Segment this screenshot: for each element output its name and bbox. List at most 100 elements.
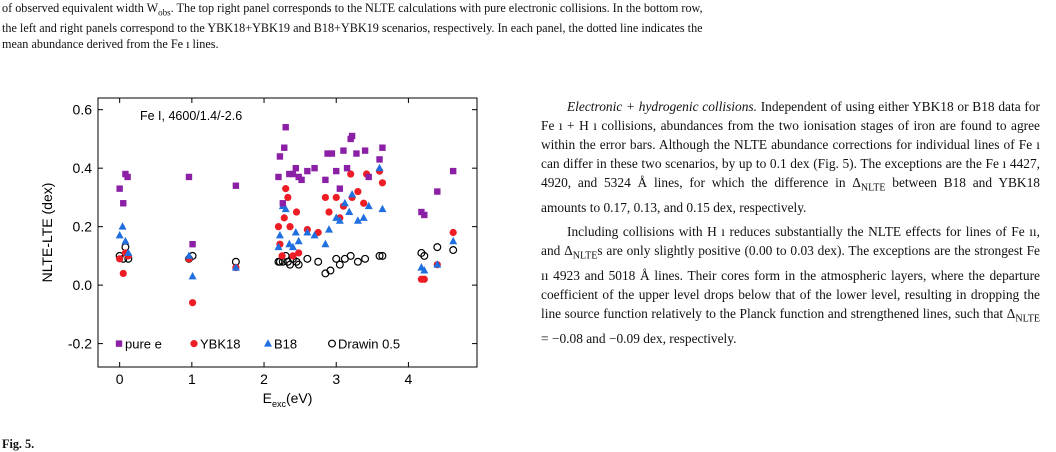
data-point-ybk18 xyxy=(360,199,368,207)
data-point-drawin-0-5 xyxy=(294,260,303,269)
data-point-pure-e xyxy=(340,147,347,154)
legend-marker-drawin-0-5 xyxy=(328,339,337,348)
data-point-b18 xyxy=(188,271,197,280)
legend-marker-b18 xyxy=(264,339,272,347)
data-point-b18 xyxy=(364,201,373,210)
data-point-ybk18 xyxy=(378,179,387,187)
figure-label: Fig. 5. xyxy=(2,437,35,451)
x-tick-label: 2 xyxy=(260,371,268,387)
data-point-b18 xyxy=(288,242,297,251)
data-point-b18 xyxy=(335,216,344,224)
data-point-pure-e xyxy=(361,147,369,154)
data-point-drawin-0-5 xyxy=(420,251,429,260)
data-point-pure-e xyxy=(116,185,123,192)
data-point-drawin-0-5 xyxy=(361,254,370,263)
data-point-ybk18 xyxy=(116,255,124,263)
data-point-b18 xyxy=(115,231,124,239)
data-point-drawin-0-5 xyxy=(449,246,458,255)
data-point-ybk18 xyxy=(278,252,286,260)
legend-label-pure-e: pure e xyxy=(125,337,162,352)
data-point-pure-e xyxy=(324,150,331,157)
data-point-ybk18 xyxy=(347,170,355,178)
data-point-ybk18 xyxy=(282,185,290,193)
data-point-b18 xyxy=(310,231,319,239)
legend-label-ybk18: YBK18 xyxy=(200,337,240,352)
data-point-b18 xyxy=(325,225,334,233)
data-point-b18 xyxy=(274,242,283,251)
data-point-ybk18 xyxy=(449,228,457,237)
data-point-drawin-0-5 xyxy=(346,251,355,260)
x-axis-label: Eexc(eV) xyxy=(263,390,313,409)
data-point-b18 xyxy=(332,213,341,221)
data-point-ybk18 xyxy=(420,275,428,283)
data-point-drawin-0-5 xyxy=(353,257,362,266)
data-point-pure-e xyxy=(434,188,441,195)
x-tick-label: 1 xyxy=(188,371,196,387)
data-point-ybk18 xyxy=(354,187,362,196)
legend-marker-ybk18 xyxy=(190,340,198,348)
data-point-drawin-0-5 xyxy=(378,251,387,260)
data-point-b18 xyxy=(321,239,330,248)
data-point-pure-e xyxy=(353,150,360,157)
data-point-b18 xyxy=(121,236,130,245)
caption-line-3: mean abundance derived from the Fe ı lin… xyxy=(2,37,219,52)
y-tick-label: 0.4 xyxy=(73,160,93,176)
caption-line-2: the left and right panels correspond to … xyxy=(2,21,703,36)
data-point-pure-e xyxy=(124,173,131,181)
data-point-ybk18 xyxy=(188,299,197,307)
data-point-pure-e xyxy=(328,150,336,157)
data-point-pure-e xyxy=(333,167,340,175)
data-point-pure-e xyxy=(279,200,287,207)
data-point-pure-e xyxy=(379,144,386,151)
data-point-b18 xyxy=(294,236,303,245)
data-point-b18 xyxy=(281,204,290,213)
data-point-drawin-0-5 xyxy=(375,251,384,260)
data-point-pure-e xyxy=(421,211,428,219)
data-point-b18 xyxy=(118,222,127,230)
figure-5: 0 1 2 3 4 -0.2 0.0 0.2 0.4 0.6 Eexc(eV) NLTE-LTE (d… xyxy=(0,70,530,432)
data-point-b18 xyxy=(124,248,133,256)
x-tick-label: 3 xyxy=(332,371,340,387)
y-axis-label: NLTE-LTE (dex) xyxy=(39,183,55,283)
data-point-ybk18 xyxy=(289,252,297,260)
y-tick-label: 0.2 xyxy=(73,219,93,235)
data-point-pure-e xyxy=(343,164,351,172)
data-point-b18 xyxy=(231,263,240,271)
data-point-ybk18 xyxy=(284,193,292,202)
paragraph-electronic-hydrogenic: Electronic + hydrogenic collisions. Inde… xyxy=(541,99,1040,216)
data-point-b18 xyxy=(433,260,442,268)
data-point-b18 xyxy=(275,231,284,239)
data-point-b18 xyxy=(285,239,294,248)
data-point-b18 xyxy=(303,228,312,236)
data-point-pure-e xyxy=(311,164,318,172)
data-point-b18 xyxy=(348,190,357,198)
y-tick-label: 0.0 xyxy=(73,277,93,293)
data-point-pure-e xyxy=(282,124,289,131)
data-point-ybk18 xyxy=(274,223,283,231)
data-point-drawin-0-5 xyxy=(314,257,323,266)
data-point-pure-e xyxy=(376,156,383,163)
y-tick-label: -0.2 xyxy=(68,336,92,352)
data-point-drawin-0-5 xyxy=(335,260,344,269)
data-point-ybk18 xyxy=(325,208,333,216)
data-point-pure-e xyxy=(336,185,344,192)
data-point-ybk18 xyxy=(321,193,329,202)
data-point-b18 xyxy=(184,251,193,259)
data-point-pure-e xyxy=(304,167,311,175)
body-text-column: Electronic + hydrogenic collisions. Inde… xyxy=(541,97,1040,348)
data-point-b18 xyxy=(345,207,354,216)
data-point-ybk18 xyxy=(292,208,301,216)
data-point-b18 xyxy=(375,163,384,172)
x-tick-label: 4 xyxy=(405,371,413,387)
data-point-pure-e xyxy=(322,176,329,184)
legend-label-b18: B18 xyxy=(274,337,297,352)
data-point-pure-e xyxy=(292,164,300,172)
x-tick-label: 0 xyxy=(116,371,124,387)
data-point-drawin-0-5 xyxy=(332,254,341,263)
data-point-pure-e xyxy=(289,170,297,178)
data-point-drawin-0-5 xyxy=(326,266,335,275)
scatter-chart: 0 1 2 3 4 -0.2 0.0 0.2 0.4 0.6 Eexc(eV) NLTE-LTE (d… xyxy=(39,97,478,409)
data-point-b18 xyxy=(420,266,429,274)
data-point-pure-e xyxy=(449,167,457,175)
data-point-pure-e xyxy=(120,200,127,207)
